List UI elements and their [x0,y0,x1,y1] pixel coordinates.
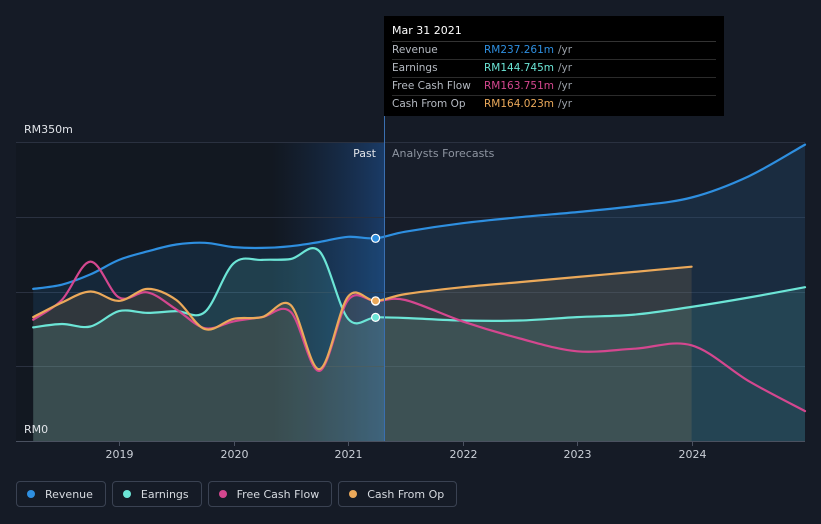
x-tick-label-2021: 2021 [335,448,363,461]
legend: Revenue Earnings Free Cash Flow Cash From O… [16,481,458,507]
forecast-label: Analysts Forecasts [392,147,495,160]
legend-item-earnings[interactable]: Earnings [111,481,202,507]
tooltip-label: Revenue [392,44,438,56]
legend-label: Cash From Op [367,487,445,501]
x-tick-label-2022: 2022 [450,448,478,461]
tooltip-value: RM144.745m [484,62,555,74]
earnings-area [33,248,805,441]
legend-label: Earnings [140,487,189,501]
y-bottom-label: RM0 [24,423,48,436]
tooltip-label: Free Cash Flow [392,80,471,92]
tooltip-row-earnings: Earnings RM144.745m/yr [392,60,716,78]
y-top-label: RM350m [24,123,73,136]
legend-item-free-cash-flow[interactable]: Free Cash Flow [207,481,333,507]
legend-dot-icon [349,490,358,498]
cash-from-op-area [33,266,692,441]
tooltip: Mar 31 2021 Revenue RM237.261m/yr Earnings… [384,16,724,116]
tooltip-value: RM163.751m [484,80,555,92]
tooltip-unit: /yr [558,62,573,74]
x-tick-label-2023: 2023 [564,448,592,461]
tooltip-label: Cash From Op [392,98,466,110]
cash-from-op-line [32,265,693,371]
x-tick-label-2019: 2019 [106,448,134,461]
tooltip-date: Mar 31 2021 [392,23,716,42]
past-highlight [272,142,384,441]
tooltip-value: RM237.261m [484,44,555,56]
tooltip-unit: /yr [558,80,573,92]
earnings-marker [370,312,381,322]
earnings-line [32,247,807,329]
x-tick-label-2024: 2024 [679,448,707,461]
tooltip-row-revenue: Revenue RM237.261m/yr [392,42,716,60]
tooltip-unit: /yr [558,98,573,110]
past-label: Past [353,147,377,160]
tooltip-value: RM164.023m [484,98,555,110]
legend-dot-icon [122,490,131,498]
legend-dot-icon [218,490,227,498]
tooltip-row-cash-from-op: Cash From Op RM164.023m/yr [392,96,716,113]
cash-from-op-marker [370,296,381,306]
legend-label: Free Cash Flow [236,487,320,501]
revenue-marker [370,233,381,243]
legend-item-revenue[interactable]: Revenue [16,481,106,507]
legend-dot-icon [27,490,35,498]
x-tick-label-2020: 2020 [221,448,249,461]
legend-item-cash-from-op[interactable]: Cash From Op [338,481,458,507]
revenue-line [32,143,807,290]
legend-label: Revenue [45,487,93,501]
tooltip-unit: /yr [558,44,573,56]
tooltip-label: Earnings [392,62,438,74]
tooltip-row-free-cash-flow: Free Cash Flow RM163.751m/yr [392,78,716,96]
